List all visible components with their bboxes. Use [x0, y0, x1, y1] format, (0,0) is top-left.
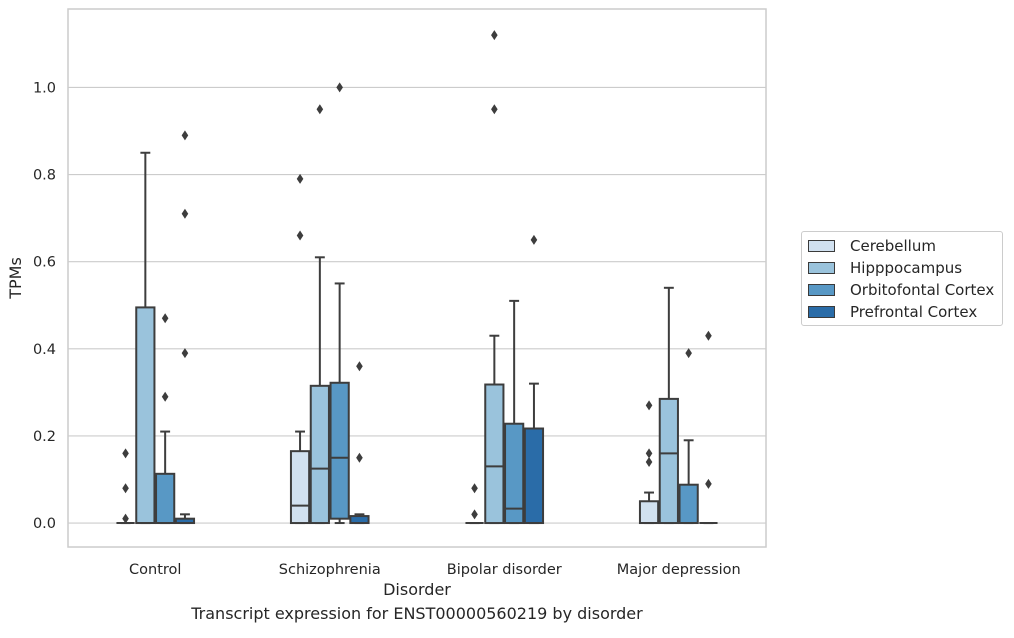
outlier-point-cerebellum — [645, 400, 653, 411]
outlier-point-prefrontal-cortex — [181, 130, 189, 141]
x-tick-label: Bipolar disorder — [447, 562, 562, 578]
outlier-point-prefrontal-cortex — [530, 234, 538, 245]
box-hipppocampus — [309, 384, 330, 525]
y-tick-label: 0.2 — [33, 429, 56, 445]
legend-label-hippocampus: Hipppocampus — [850, 259, 963, 277]
legend-label-prefrontal: Prefrontal Cortex — [850, 303, 978, 321]
outlier-point-prefrontal-cortex — [705, 478, 712, 489]
box-orbitofontal-cortex — [329, 381, 350, 520]
legend-swatch-orbitofrontal — [808, 284, 835, 296]
box-hipppocampus — [484, 383, 505, 525]
outlier-point-prefrontal-cortex — [181, 348, 189, 359]
box-orbitofontal-cortex — [678, 483, 699, 525]
outlier-point-orbitofontal-cortex — [161, 391, 169, 402]
x-tick-label: Major depression — [617, 562, 741, 578]
legend: Cerebellum Hipppocampus Orbitofontal Cor… — [801, 231, 1003, 326]
legend-item-hippocampus: Hipppocampus — [808, 258, 962, 278]
outlier-point-hipppocampus — [491, 30, 498, 41]
outlier-point-cerebellum — [296, 173, 304, 184]
y-tick-label: 0.4 — [33, 342, 56, 358]
outlier-point-cerebellum — [122, 513, 129, 524]
x-tick-label: Control — [129, 562, 181, 578]
box-hipppocampus — [135, 306, 156, 525]
box-orbitofontal-cortex — [155, 472, 176, 525]
legend-item-prefrontal: Prefrontal Cortex — [808, 302, 977, 322]
box-hipppocampus — [658, 397, 679, 525]
plot-frame — [67, 8, 767, 548]
y-tick-label: 0.8 — [33, 168, 56, 184]
outlier-point-cerebellum — [645, 448, 653, 459]
legend-swatch-cerebellum — [808, 240, 835, 252]
outlier-point-orbitofontal-cortex — [685, 348, 692, 359]
y-tick-label: 0.6 — [33, 255, 56, 271]
outlier-point-cerebellum — [122, 483, 129, 494]
legend-item-cerebellum: Cerebellum — [808, 236, 936, 256]
outlier-point-cerebellum — [122, 448, 129, 459]
legend-label-orbitofrontal: Orbitofontal Cortex — [850, 281, 995, 299]
box-cerebellum — [289, 450, 311, 525]
outlier-point-prefrontal-cortex — [356, 452, 363, 463]
y-tick-label: 0.0 — [33, 516, 56, 532]
y-axis-label: TPMs — [6, 257, 25, 300]
x-tick-label: Schizophrenia — [279, 562, 381, 578]
legend-label-cerebellum: Cerebellum — [850, 237, 936, 255]
outlier-point-prefrontal-cortex — [356, 361, 363, 372]
outlier-point-cerebellum — [471, 483, 478, 494]
outlier-point-prefrontal-cortex — [181, 208, 189, 219]
legend-item-orbitofrontal: Orbitofontal Cortex — [808, 280, 994, 300]
legend-swatch-hippocampus — [808, 262, 835, 274]
box-orbitofontal-cortex — [504, 422, 525, 525]
x-axis-label: Disorder — [383, 580, 451, 599]
box-prefrontal-cortex — [349, 515, 370, 525]
y-tick-label: 1.0 — [33, 80, 56, 96]
outlier-point-orbitofontal-cortex — [161, 313, 169, 324]
outlier-point-hipppocampus — [491, 104, 498, 115]
outlier-point-prefrontal-cortex — [705, 330, 712, 341]
box-cerebellum — [638, 500, 660, 525]
outlier-point-orbitofontal-cortex — [336, 82, 343, 93]
outlier-point-hipppocampus — [316, 104, 324, 115]
box-prefrontal-cortex — [523, 427, 545, 525]
legend-swatch-prefrontal — [808, 306, 835, 318]
outlier-point-cerebellum — [645, 457, 653, 468]
outlier-point-cerebellum — [471, 509, 478, 520]
outlier-point-cerebellum — [296, 230, 304, 241]
chart-caption: Transcript expression for ENST0000056021… — [191, 604, 643, 623]
